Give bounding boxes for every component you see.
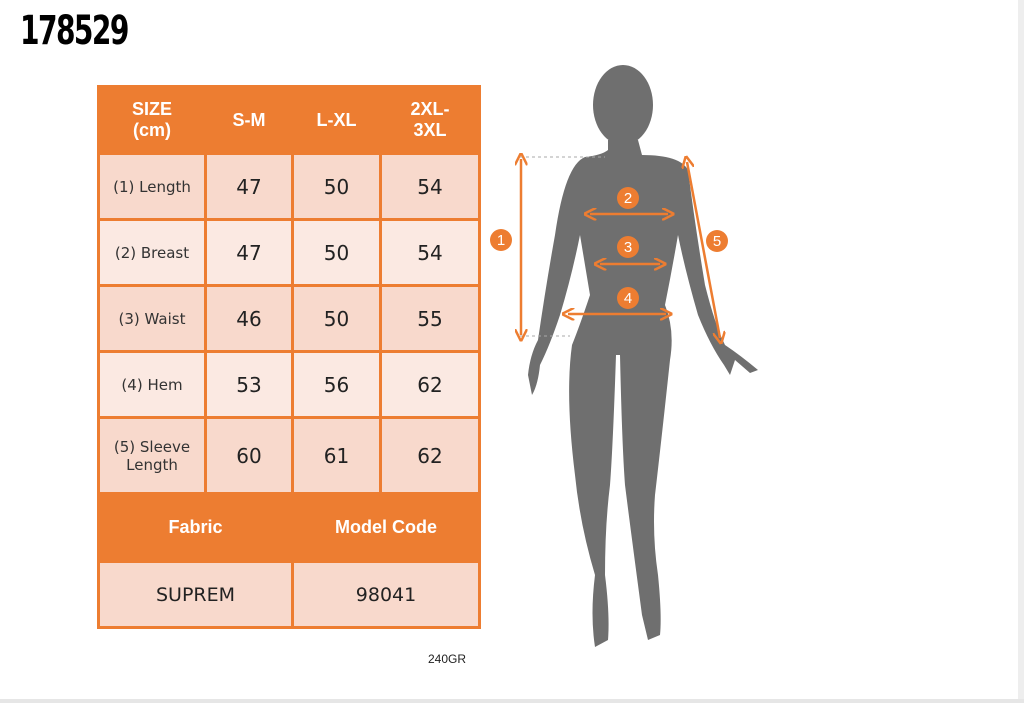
cell: 54 — [379, 152, 481, 221]
marker-5: 5 — [706, 230, 728, 252]
measurement-arrows — [521, 159, 720, 338]
image-edge — [1018, 0, 1024, 703]
row-label-text: (5) Sleeve — [113, 437, 191, 456]
table-row: (1) Length 47 50 54 — [97, 152, 481, 221]
marker-4: 4 — [617, 287, 639, 309]
fabric-row: SUPREM 98041 — [97, 560, 481, 629]
cell: 60 — [204, 416, 294, 495]
cell: 55 — [379, 284, 481, 353]
header-s-m: S-M — [204, 85, 294, 155]
image-edge-bottom — [0, 699, 1024, 703]
row-label: (2) Breast — [97, 218, 207, 287]
model-code-label: Model Code — [291, 492, 481, 563]
cell: 50 — [291, 152, 382, 221]
table-row: (3) Waist 46 50 55 — [97, 284, 481, 353]
body-silhouette-figure: 1 2 3 4 5 — [490, 65, 758, 647]
svg-text:5: 5 — [713, 233, 721, 250]
row-label: (1) Length — [97, 152, 207, 221]
cell: 62 — [379, 350, 481, 419]
cell: 54 — [379, 218, 481, 287]
marker-1: 1 — [490, 229, 512, 251]
header-text: (cm) — [132, 120, 171, 140]
svg-text:4: 4 — [624, 290, 632, 307]
cell: 50 — [291, 218, 382, 287]
marker-2: 2 — [617, 187, 639, 209]
fabric-label: Fabric — [97, 492, 294, 563]
marker-3: 3 — [617, 236, 639, 258]
cell: 47 — [204, 152, 294, 221]
svg-text:2: 2 — [624, 190, 632, 207]
header-text: 3XL — [413, 120, 447, 140]
table-row: (2) Breast 47 50 54 — [97, 218, 481, 287]
size-chart-table: SIZE (cm) S-M L-XL 2XL- 3XL (1) Length 47 … — [97, 85, 481, 629]
header-row: SIZE (cm) S-M L-XL 2XL- 3XL — [97, 85, 481, 155]
model-code-value: 98041 — [291, 560, 481, 629]
cell: 46 — [204, 284, 294, 353]
fabric-value: SUPREM — [97, 560, 294, 629]
fabric-header-row: Fabric Model Code — [97, 492, 481, 563]
row-label-text: Length — [126, 455, 178, 474]
cell: 53 — [204, 350, 294, 419]
row-label: (4) Hem — [97, 350, 207, 419]
cell: 50 — [291, 284, 382, 353]
header-text: 2XL- — [410, 99, 450, 119]
header-2xl-3xl: 2XL- 3XL — [379, 85, 481, 155]
header-l-xl: L-XL — [291, 85, 382, 155]
svg-text:3: 3 — [624, 239, 632, 256]
cell: 47 — [204, 218, 294, 287]
weight-label: 240GR — [428, 652, 467, 666]
row-label: (5) Sleeve Length — [97, 416, 207, 495]
product-code: 178529 — [20, 8, 129, 54]
cell: 61 — [291, 416, 382, 495]
row-label: (3) Waist — [97, 284, 207, 353]
cell: 56 — [291, 350, 382, 419]
table-row: (5) Sleeve Length 60 61 62 — [97, 416, 481, 495]
header-text: SIZE — [131, 99, 172, 119]
header-size: SIZE (cm) — [97, 85, 207, 155]
table-row: (4) Hem 53 56 62 — [97, 350, 481, 419]
silhouette — [528, 65, 758, 647]
cell: 62 — [379, 416, 481, 495]
svg-text:1: 1 — [497, 232, 505, 249]
